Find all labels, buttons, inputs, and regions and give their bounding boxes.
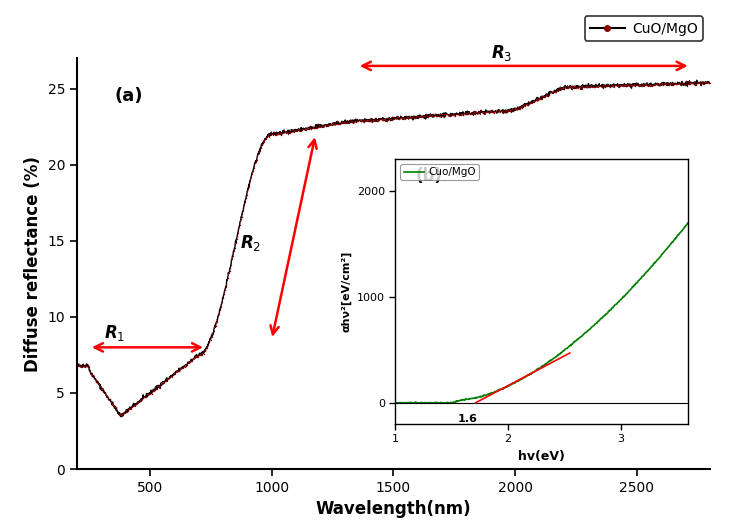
Text: (a): (a) (115, 87, 143, 105)
Y-axis label: Diffuse reflectance (%): Diffuse reflectance (%) (24, 156, 42, 372)
X-axis label: hv(eV): hv(eV) (518, 450, 565, 463)
Text: R$_2$: R$_2$ (240, 233, 261, 253)
X-axis label: Wavelength(nm): Wavelength(nm) (315, 500, 471, 518)
Legend: CuO/MgO: CuO/MgO (585, 16, 703, 41)
Text: R$_1$: R$_1$ (104, 323, 125, 343)
Text: (b): (b) (416, 167, 443, 185)
Text: 1.6: 1.6 (458, 414, 477, 424)
Text: R$_3$: R$_3$ (491, 43, 512, 63)
Y-axis label: αhν²[eV/cm²]: αhν²[eV/cm²] (341, 251, 351, 332)
Legend: Cuo/MgO: Cuo/MgO (400, 164, 479, 180)
